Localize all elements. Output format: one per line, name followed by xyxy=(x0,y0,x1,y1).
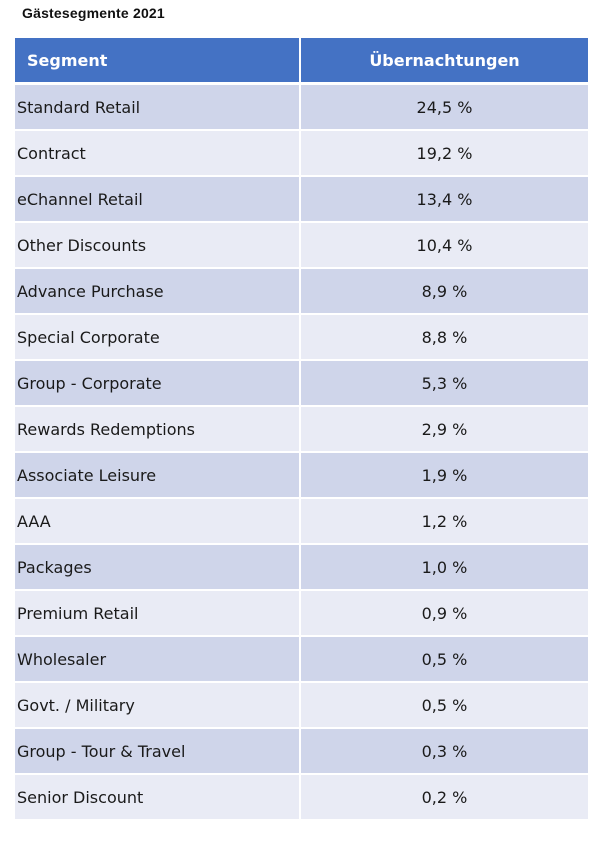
table-row: Standard Retail 24,5 % xyxy=(15,85,588,131)
segment-cell: Govt. / Military xyxy=(15,683,301,729)
table-row: AAA 1,2 % xyxy=(15,499,588,545)
table-row: Rewards Redemptions 2,9 % xyxy=(15,407,588,453)
segment-cell: AAA xyxy=(15,499,301,545)
table-row: Senior Discount 0,2 % xyxy=(15,775,588,821)
table-body: Standard Retail 24,5 % Contract 19,2 % eCh… xyxy=(15,85,588,821)
share-cell: 0,2 % xyxy=(301,775,588,821)
table-row: Premium Retail 0,9 % xyxy=(15,591,588,637)
segment-cell: Senior Discount xyxy=(15,775,301,821)
segment-cell: Associate Leisure xyxy=(15,453,301,499)
segment-cell: Rewards Redemptions xyxy=(15,407,301,453)
table-row: Associate Leisure 1,9 % xyxy=(15,453,588,499)
segment-cell: Packages xyxy=(15,545,301,591)
segment-cell: Group - Tour & Travel xyxy=(15,729,301,775)
segment-cell: Premium Retail xyxy=(15,591,301,637)
share-cell: 0,9 % xyxy=(301,591,588,637)
segment-cell: eChannel Retail xyxy=(15,177,301,223)
guest-segments-table: Segment Übernachtungen Standard Retail 24… xyxy=(15,38,588,821)
table-row: Group - Corporate 5,3 % xyxy=(15,361,588,407)
share-cell: 1,9 % xyxy=(301,453,588,499)
share-cell: 1,0 % xyxy=(301,545,588,591)
segment-cell: Group - Corporate xyxy=(15,361,301,407)
segment-cell: Standard Retail xyxy=(15,85,301,131)
page-title: Gästesegmente 2021 xyxy=(22,5,165,21)
segment-cell: Contract xyxy=(15,131,301,177)
share-cell: 0,5 % xyxy=(301,637,588,683)
segment-cell: Advance Purchase xyxy=(15,269,301,315)
table-header: Segment Übernachtungen xyxy=(15,38,588,85)
segment-cell: Special Corporate xyxy=(15,315,301,361)
share-cell: 0,5 % xyxy=(301,683,588,729)
share-cell: 2,9 % xyxy=(301,407,588,453)
table-row: Wholesaler 0,5 % xyxy=(15,637,588,683)
table-row: Other Discounts 10,4 % xyxy=(15,223,588,269)
table-row: Contract 19,2 % xyxy=(15,131,588,177)
share-cell: 5,3 % xyxy=(301,361,588,407)
share-cell: 0,3 % xyxy=(301,729,588,775)
segment-cell: Wholesaler xyxy=(15,637,301,683)
table-row: Packages 1,0 % xyxy=(15,545,588,591)
table-row: Govt. / Military 0,5 % xyxy=(15,683,588,729)
share-cell: 1,2 % xyxy=(301,499,588,545)
table-row: Group - Tour & Travel 0,3 % xyxy=(15,729,588,775)
share-cell: 10,4 % xyxy=(301,223,588,269)
share-cell: 8,8 % xyxy=(301,315,588,361)
share-cell: 13,4 % xyxy=(301,177,588,223)
share-cell: 8,9 % xyxy=(301,269,588,315)
column-header-segment: Segment xyxy=(15,38,301,85)
table-row: eChannel Retail 13,4 % xyxy=(15,177,588,223)
table-row: Special Corporate 8,8 % xyxy=(15,315,588,361)
header-row: Segment Übernachtungen xyxy=(15,38,588,85)
share-cell: 19,2 % xyxy=(301,131,588,177)
share-cell: 24,5 % xyxy=(301,85,588,131)
column-header-overnight-stays: Übernachtungen xyxy=(301,38,588,85)
segment-cell: Other Discounts xyxy=(15,223,301,269)
table-row: Advance Purchase 8,9 % xyxy=(15,269,588,315)
